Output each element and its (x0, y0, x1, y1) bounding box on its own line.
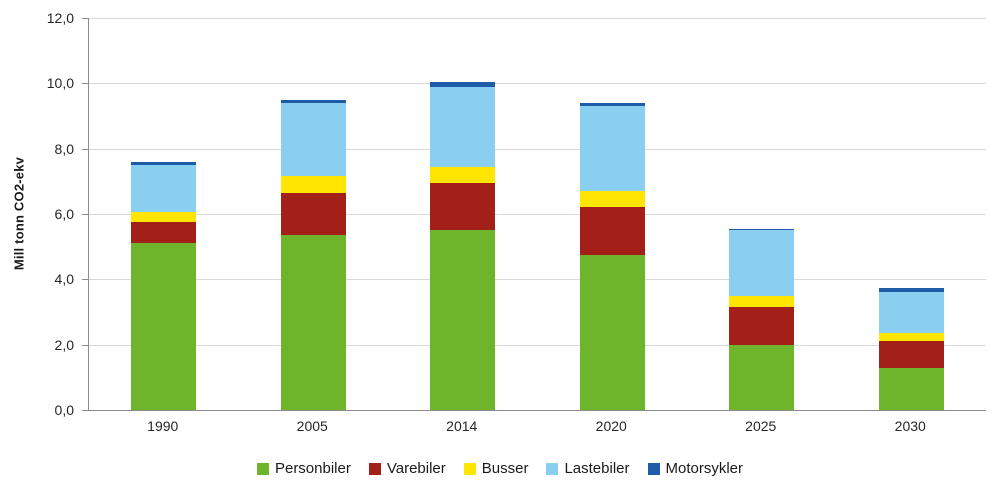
y-tick-label: 4,0 (54, 271, 74, 288)
y-tick-mark (82, 214, 88, 215)
y-tick-mark (82, 410, 88, 411)
bar-segment-lastebiler-2025 (729, 230, 795, 296)
bar-segment-lastebiler-2014 (430, 86, 496, 167)
x-tick-label-2014: 2014 (446, 418, 478, 434)
y-tick-mark (82, 148, 88, 150)
bar-segment-motorsykler-2025 (729, 228, 795, 231)
legend-item-lastebiler: Lastebiler (546, 460, 630, 477)
gridline (89, 18, 986, 19)
bar-segment-busser-2014 (430, 166, 496, 183)
bar-segment-busser-2005 (280, 176, 346, 193)
gridline (89, 344, 986, 346)
gridline (89, 83, 986, 85)
y-tick-label: 12,0 (46, 10, 74, 26)
bar-segment-motorsykler-2030 (878, 287, 944, 293)
y-tick-mark (82, 344, 88, 346)
plot-area (88, 18, 986, 411)
gridline (89, 214, 986, 215)
bar-segment-varebiler-2005 (280, 192, 346, 236)
x-axis-labels: 1990 2005 2014 2020 2025 2030 (88, 418, 985, 434)
x-tick-label-2005: 2005 (296, 418, 328, 434)
bar-segment-varebiler-2020 (579, 207, 645, 255)
bar-segment-varebiler-2030 (878, 341, 944, 368)
bar-segment-personbiler-1990 (131, 243, 197, 410)
legend-item-varebiler: Varebiler (368, 460, 446, 477)
bar-segment-personbiler-2005 (280, 235, 346, 410)
bar-segment-personbiler-2020 (579, 254, 645, 410)
bar-segment-personbiler-2014 (430, 230, 496, 410)
legend-label-lastebiler: Lastebiler (564, 460, 630, 477)
bar-segment-motorsykler-1990 (131, 161, 197, 165)
x-tick-label-2020: 2020 (595, 418, 627, 434)
legend-label-personbiler: Personbiler (274, 460, 351, 477)
legend-swatch-varebiler (368, 462, 381, 475)
y-tick-mark (82, 18, 88, 19)
legend-item-busser: Busser (463, 460, 529, 477)
gridline (89, 279, 986, 281)
bar-segment-motorsykler-2014 (430, 81, 496, 87)
bar-segment-motorsykler-2020 (579, 102, 645, 107)
bar-segment-motorsykler-2005 (280, 99, 346, 103)
x-tick-label-2030: 2030 (894, 418, 926, 434)
legend-label-busser: Busser (481, 460, 529, 477)
y-tick-label: 0,0 (54, 402, 74, 418)
bar-segment-lastebiler-2030 (878, 292, 944, 334)
legend-item-personbiler: Personbiler (256, 460, 351, 477)
legend-swatch-lastebiler (546, 462, 559, 475)
bar-segment-varebiler-2025 (729, 307, 795, 345)
bar-segment-lastebiler-2020 (579, 106, 645, 192)
legend-swatch-personbiler (256, 462, 269, 475)
x-tick-label-2025: 2025 (745, 418, 777, 434)
bar-segment-lastebiler-1990 (131, 165, 197, 213)
y-axis-labels: 0,0 2,0 4,0 6,0 8,0 10,0 12,0 (0, 10, 88, 418)
legend-swatch-motorsykler (647, 462, 660, 475)
bar-segment-varebiler-1990 (131, 222, 197, 244)
x-tick-label-1990: 1990 (147, 418, 179, 434)
y-tick-mark (82, 279, 88, 281)
legend-swatch-busser (463, 462, 476, 475)
bar-segment-varebiler-2014 (430, 182, 496, 231)
bar-segment-busser-2020 (579, 191, 645, 208)
legend-label-varebiler: Varebiler (386, 460, 446, 477)
y-tick-mark (82, 83, 88, 85)
bar-segment-lastebiler-2005 (280, 102, 346, 177)
bar-segment-busser-2030 (878, 333, 944, 342)
gridline (89, 148, 986, 150)
legend-label-motorsykler: Motorsykler (665, 460, 744, 477)
bar-segment-personbiler-2025 (729, 344, 795, 410)
bar-segment-busser-1990 (131, 212, 197, 223)
legend-item-motorsykler: Motorsykler (647, 460, 744, 477)
y-tick-label: 2,0 (54, 336, 74, 353)
bar-segment-busser-2025 (729, 295, 795, 308)
legend: Personbiler Varebiler Busser Lastebiler Moto… (0, 460, 1000, 477)
y-tick-label: 10,0 (46, 75, 74, 92)
y-tick-label: 6,0 (54, 206, 74, 222)
bar-segment-personbiler-2030 (878, 367, 944, 410)
y-tick-label: 8,0 (54, 140, 74, 157)
